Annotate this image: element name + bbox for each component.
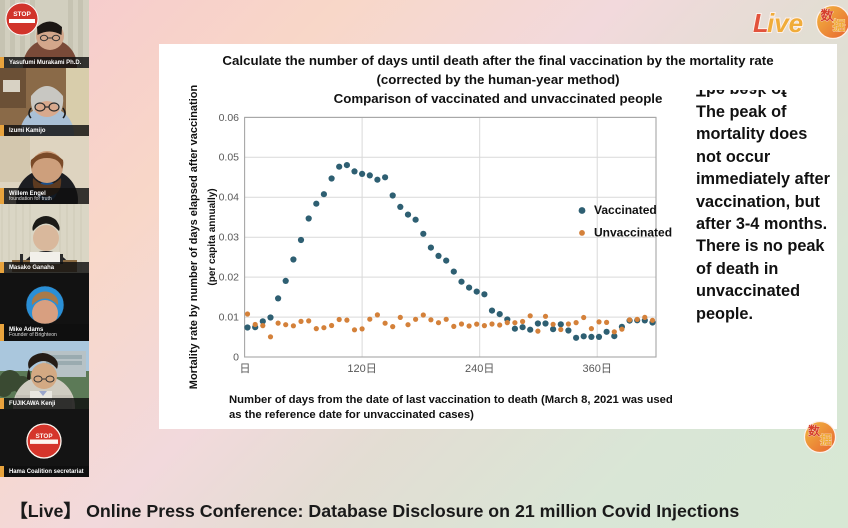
svg-text:据: 据 bbox=[832, 18, 845, 33]
svg-text:(per capita annually): (per capita annually) bbox=[207, 188, 218, 285]
svg-text:Mortality rate by number of da: Mortality rate by number of days elapsed… bbox=[188, 85, 200, 390]
svg-text:STOP: STOP bbox=[13, 11, 31, 18]
svg-text:STOP: STOP bbox=[35, 433, 52, 440]
svg-text:ive: ive bbox=[767, 8, 803, 38]
svg-text:据: 据 bbox=[820, 432, 832, 447]
